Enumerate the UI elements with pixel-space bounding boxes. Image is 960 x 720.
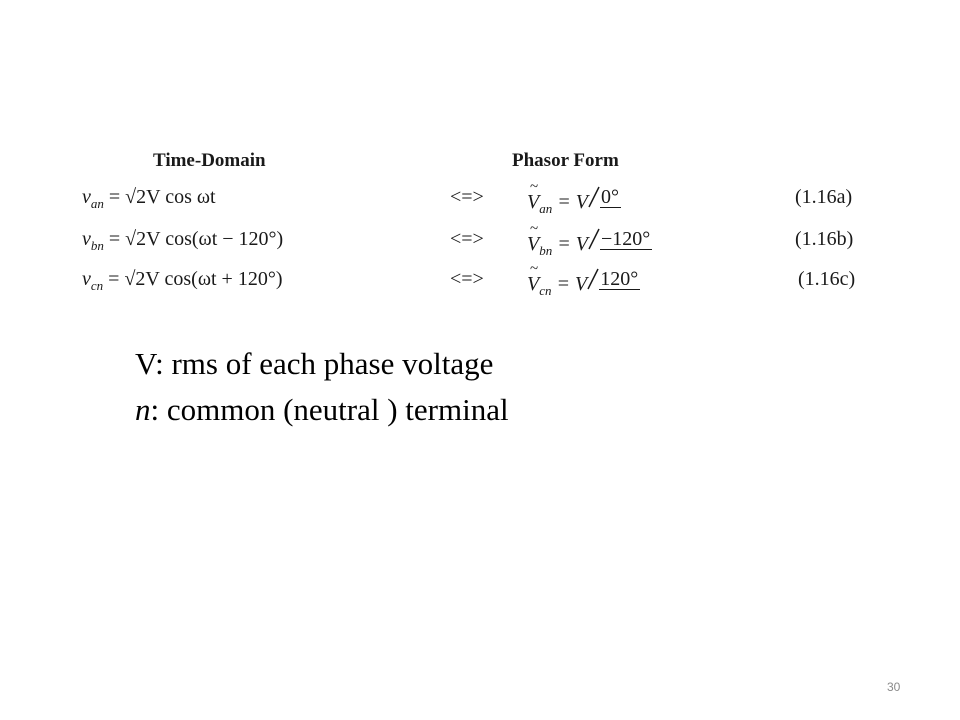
phasor-subscript: an (539, 201, 553, 216)
equivalence-arrow: <=> (450, 268, 484, 290)
equation-number: (1.16a) (795, 186, 853, 208)
note-rms: V: rms of each phase voltage (135, 346, 494, 381)
time-domain-header: Time-Domain (153, 150, 266, 171)
phasor-eq: = V (556, 273, 588, 295)
time-rhs: = √2V cos(ωt + 120°) (108, 268, 283, 290)
time-rhs: = √2V cos(ωt − 120°) (108, 228, 284, 250)
var-subscript: an (90, 196, 104, 211)
equation-row: vcn = √2V cos(ωt + 120°) <=> Vcn = V120°… (0, 261, 960, 299)
time-domain-equation: van = √2V cos ωt (82, 186, 216, 212)
note-neutral-text: : common (neutral ) terminal (150, 392, 509, 427)
angle-value: 120° (599, 268, 641, 290)
equation-row: vbn = √2V cos(ωt − 120°) <=> Vbn = V−120… (0, 221, 960, 259)
angle-value: 0° (599, 186, 621, 208)
equivalence-arrow: <=> (450, 228, 484, 250)
var-v: v (82, 228, 91, 250)
phasor-subscript: bn (539, 243, 553, 258)
angle: 0° (588, 186, 621, 208)
var-v: v (82, 186, 91, 208)
var-subscript: cn (90, 278, 104, 293)
phasor-equation: Van = V 0° (527, 179, 621, 217)
time-rhs: = √2V cos ωt (108, 186, 216, 208)
note-neutral: n: common (neutral ) terminal (135, 392, 509, 428)
time-domain-equation: vcn = √2V cos(ωt + 120°) (82, 268, 283, 294)
angle: −120° (588, 228, 653, 250)
var-subscript: bn (90, 238, 104, 253)
phasor-eq: = V (557, 191, 588, 213)
phasor-var: V (527, 221, 539, 256)
phasor-equation: Vbn = V −120° (527, 221, 653, 259)
equation-number: (1.16c) (798, 268, 856, 290)
angle: 120° (587, 268, 641, 290)
note-neutral-var: n (135, 392, 151, 427)
phasor-form-header: Phasor Form (512, 150, 619, 171)
page-number: 30 (887, 680, 901, 694)
phasor-equation: Vcn = V 120° (527, 261, 641, 299)
time-domain-equation: vbn = √2V cos(ωt − 120°) (82, 228, 283, 254)
angle-icon (587, 268, 599, 290)
equation-row: van = √2V cos ωt <=> Van = V0° (1.16a) (0, 179, 960, 217)
angle-icon (588, 186, 600, 208)
equation-number: (1.16b) (795, 228, 854, 250)
angle-icon (588, 228, 600, 250)
phasor-eq: = V (557, 233, 588, 255)
phasor-subscript: cn (539, 283, 552, 298)
var-v: v (82, 268, 91, 290)
angle-value: −120° (599, 228, 653, 250)
phasor-var: V (527, 179, 539, 214)
phasor-var: V (527, 261, 539, 296)
equivalence-arrow: <=> (450, 186, 484, 208)
